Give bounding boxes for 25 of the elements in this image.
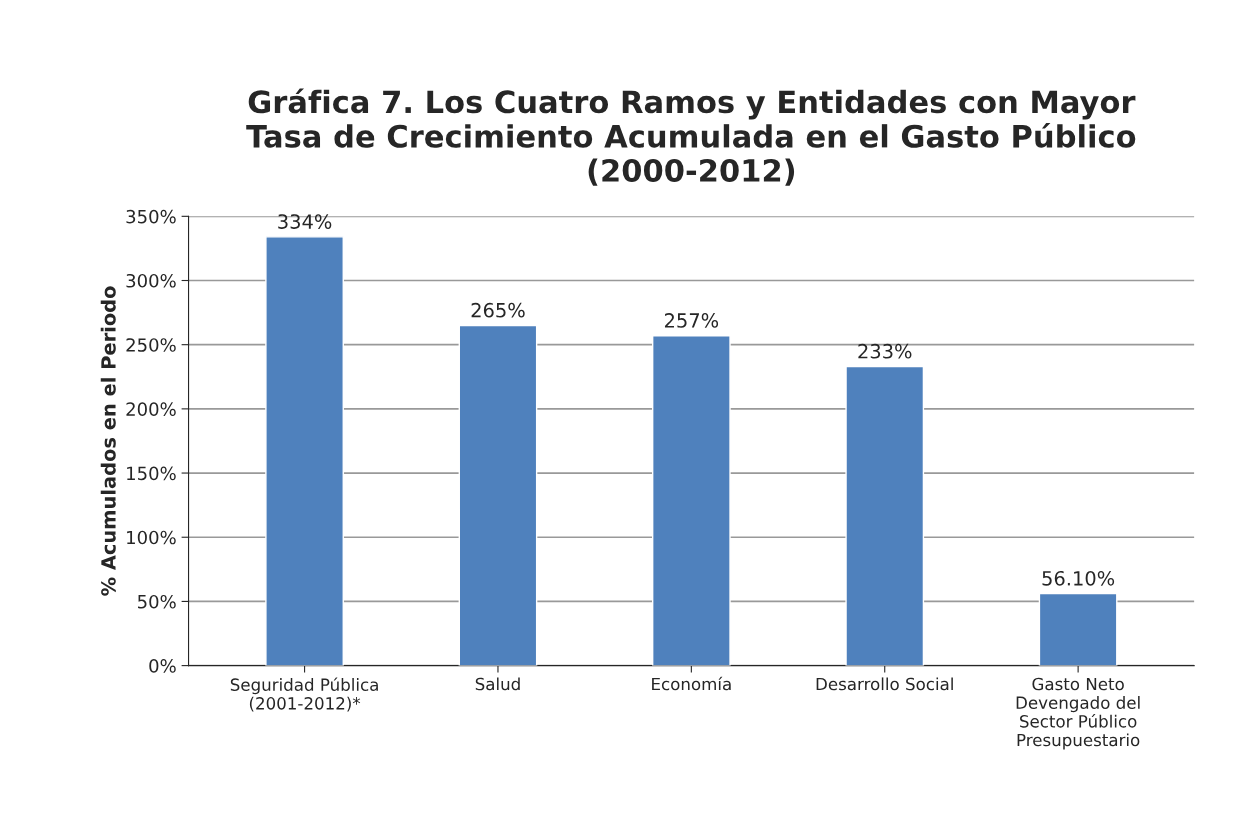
bar bbox=[458, 324, 538, 666]
y-tick-label: 100% bbox=[127, 530, 176, 545]
data-label: 56.10% bbox=[1042, 570, 1115, 586]
data-label: 257% bbox=[664, 313, 719, 328]
y-tick-label: 200% bbox=[126, 402, 176, 416]
x-tick-label: Seguridad Pública (2001-2012)* bbox=[230, 677, 378, 712]
x-tick-label: Economía bbox=[652, 676, 731, 691]
y-tick-label: 150% bbox=[127, 466, 176, 481]
y-tick-label: 300% bbox=[126, 273, 176, 288]
bar bbox=[845, 365, 925, 666]
data-label: 233% bbox=[858, 343, 912, 359]
y-tick-label: 350% bbox=[126, 209, 176, 224]
bar bbox=[651, 335, 731, 666]
chart-title: Gráfica 7. Los Cuatro Ramos y Entidades con Mayor Tasa de Crecimiento Acumulada en el Gasto Público (2000-2012) bbox=[246, 88, 1136, 186]
x-tick-label: Desarrollo Social bbox=[816, 677, 953, 691]
bar bbox=[265, 236, 344, 666]
x-tick-label: Gasto Neto Devengado del Sector Público Presupuestario bbox=[1016, 677, 1140, 750]
y-tick-label: 50% bbox=[138, 594, 176, 609]
y-axis-title: % Acumulados en el Periodo bbox=[100, 286, 116, 596]
data-label: 265% bbox=[471, 302, 525, 318]
y-tick-label: 0% bbox=[149, 659, 176, 673]
data-label: 334% bbox=[278, 214, 332, 229]
bar bbox=[1038, 592, 1118, 666]
y-tick-label: 250% bbox=[126, 338, 176, 352]
x-tick-label: Salud bbox=[475, 677, 520, 691]
